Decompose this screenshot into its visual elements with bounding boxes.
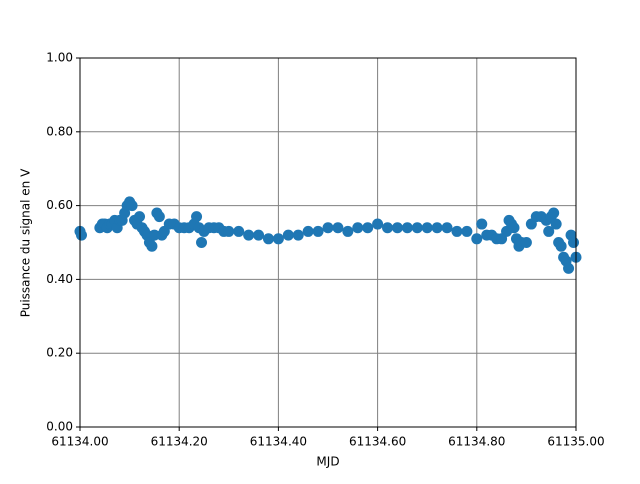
point — [312, 225, 324, 237]
point — [352, 222, 364, 234]
x-tick-label: 61135.00 — [547, 435, 604, 449]
point — [391, 222, 403, 234]
point — [543, 225, 555, 237]
point — [476, 218, 488, 230]
point — [126, 200, 138, 212]
x-tick-label: 61134.20 — [151, 435, 208, 449]
point — [153, 211, 165, 223]
point — [441, 222, 453, 234]
ticks: 61134.00 61134.20 61134.40 61134.60 61134.80… — [46, 51, 604, 449]
points — [74, 196, 582, 274]
point — [548, 207, 560, 219]
y-tick-label: 0.20 — [46, 346, 73, 360]
point — [401, 222, 413, 234]
point — [563, 262, 575, 274]
point — [342, 225, 354, 237]
point — [146, 240, 158, 252]
point — [253, 229, 265, 241]
axes-frame — [79, 57, 577, 428]
point — [292, 229, 304, 241]
point — [282, 229, 294, 241]
y-axis-label: Puissance du signal en V — [19, 168, 33, 317]
point — [555, 240, 567, 252]
x-axis-label: MJD — [316, 455, 339, 469]
point — [262, 233, 274, 245]
point — [508, 222, 520, 234]
point — [431, 222, 443, 234]
point — [421, 222, 433, 234]
point — [191, 211, 203, 223]
point — [471, 233, 483, 245]
point — [75, 229, 87, 241]
point — [196, 237, 208, 248]
point — [411, 222, 423, 234]
point — [223, 225, 235, 237]
point — [302, 225, 314, 237]
point — [243, 229, 255, 241]
point — [520, 237, 532, 248]
point — [233, 225, 245, 237]
point — [272, 233, 284, 245]
point — [362, 222, 374, 234]
y-tick-label: 0.60 — [46, 198, 73, 212]
x-tick-label: 61134.80 — [448, 435, 505, 449]
point — [550, 218, 562, 230]
point — [461, 225, 473, 237]
point — [451, 225, 463, 237]
point — [322, 222, 334, 234]
point — [372, 218, 384, 230]
y-tick-label: 0.00 — [46, 420, 73, 434]
point — [134, 211, 146, 223]
point — [332, 222, 344, 234]
point — [382, 222, 394, 234]
point — [568, 237, 580, 248]
y-tick-label: 0.80 — [46, 124, 73, 138]
y-tick-label: 0.40 — [46, 272, 73, 286]
x-tick-label: 61134.60 — [349, 435, 406, 449]
x-tick-label: 61134.00 — [51, 435, 108, 449]
x-tick-label: 61134.40 — [250, 435, 307, 449]
y-tick-label: 1.00 — [46, 51, 73, 65]
